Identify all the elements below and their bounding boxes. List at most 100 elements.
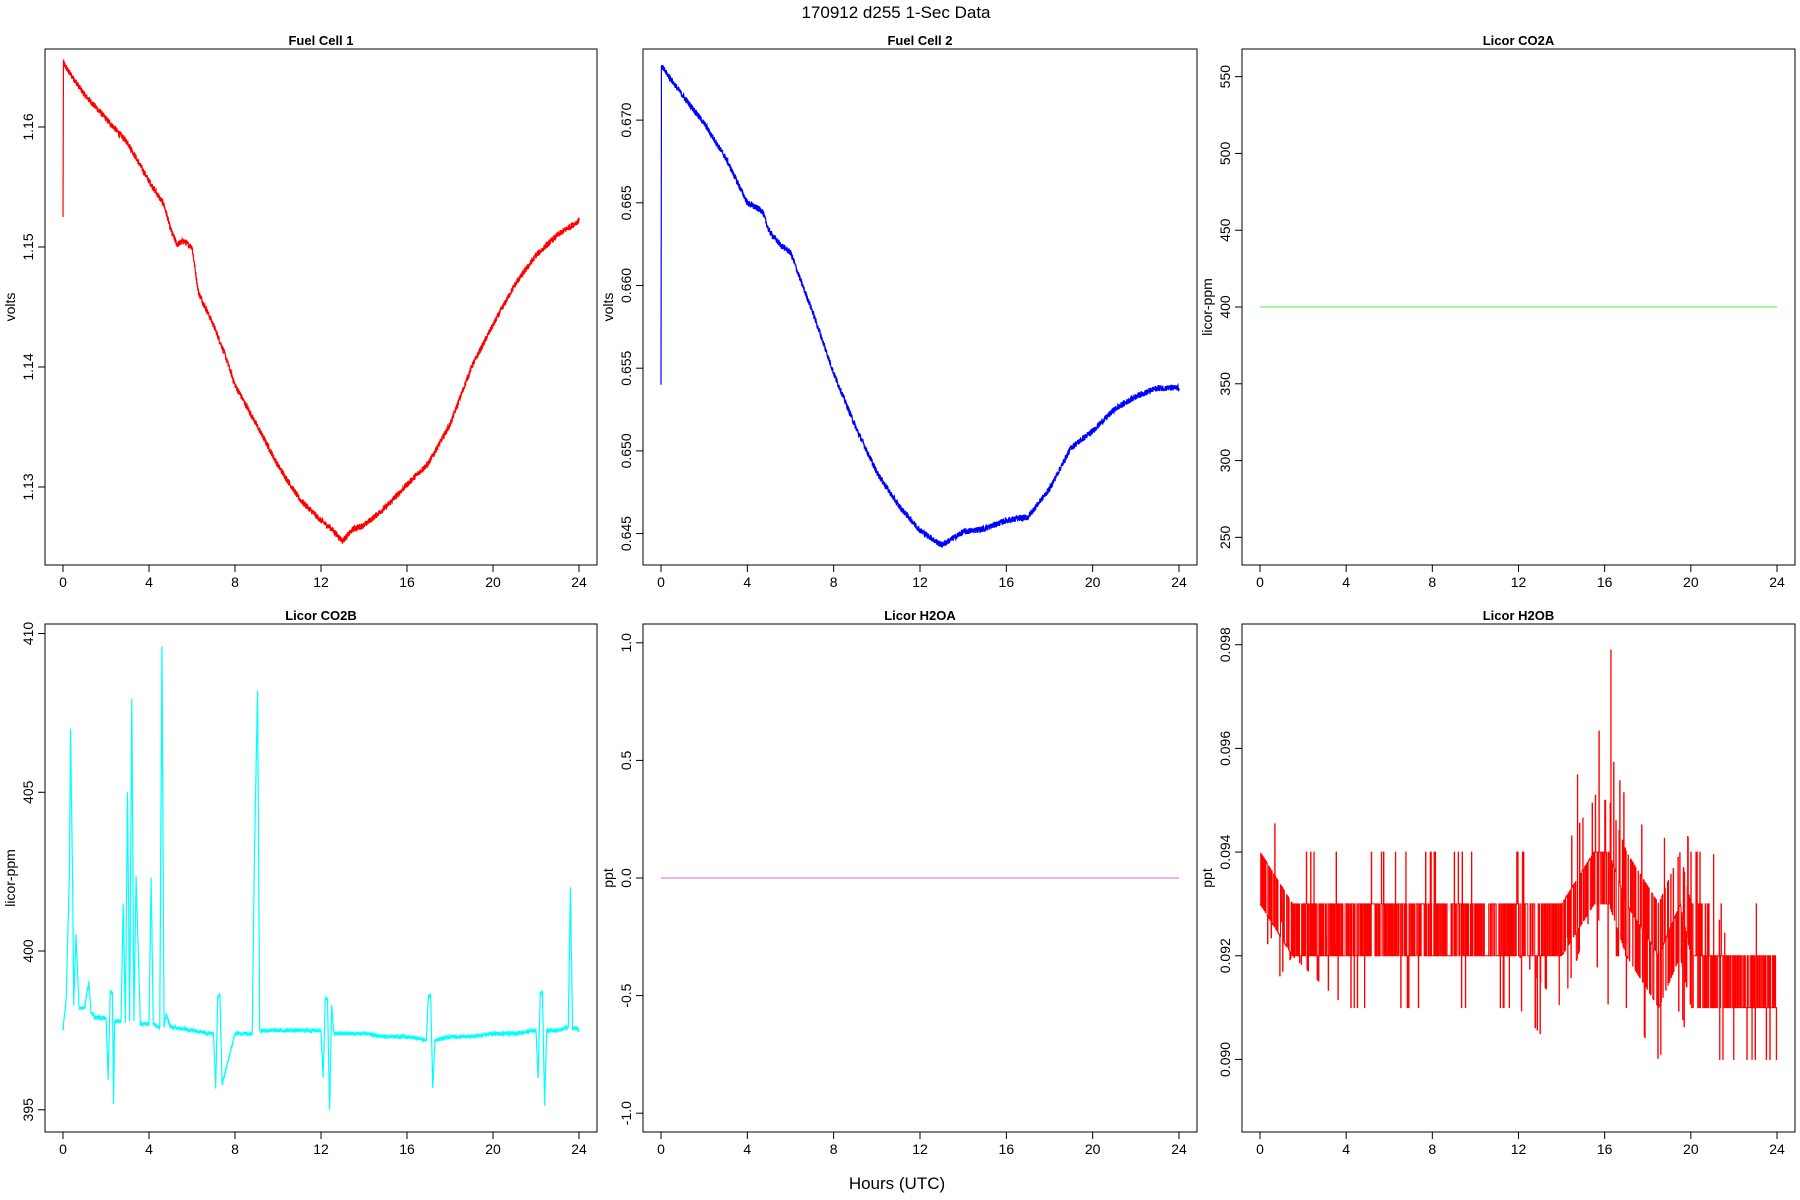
y-tick-label: -1.0 xyxy=(618,1101,634,1125)
y-tick-label: 0.094 xyxy=(1217,834,1233,869)
y-tick-label: 0.5 xyxy=(618,750,634,770)
y-tick-label: 0.096 xyxy=(1217,731,1233,766)
y-axis-label: ppt xyxy=(1199,868,1215,888)
x-tick-label: 20 xyxy=(1683,1141,1699,1157)
panel-title: Licor CO2B xyxy=(285,608,357,623)
y-tick-label: 350 xyxy=(1217,372,1233,396)
panel-licor-co2b: Licor CO2B licor-ppm 0 4 8 12 16 20 24 395 400 405 4… xyxy=(2,608,598,1157)
x-tick-label: 8 xyxy=(231,1141,239,1157)
x-tick-label: 16 xyxy=(1597,1141,1613,1157)
panel-title: Licor CO2A xyxy=(1483,33,1555,48)
x-tick-label: 20 xyxy=(485,1141,501,1157)
y-tick-label: 300 xyxy=(1217,449,1233,473)
x-tick-label: 0 xyxy=(657,574,665,590)
plot-frame xyxy=(642,48,1198,566)
x-tick-label: 8 xyxy=(830,574,838,590)
x-tick-label: 4 xyxy=(145,1141,153,1157)
x-tick-label: 8 xyxy=(1428,574,1436,590)
panel-licor-co2a: Licor CO2A licor-ppm 0 4 8 12 16 20 24 250 300 350 4… xyxy=(1199,33,1796,590)
y-tick-label: 395 xyxy=(20,1098,36,1122)
x-tick-label: 4 xyxy=(145,574,153,590)
x-tick-label: 8 xyxy=(830,1141,838,1157)
panel-title: Licor H2OB xyxy=(1483,608,1555,623)
panel-title: Fuel Cell 1 xyxy=(288,33,353,48)
x-tick-label: 16 xyxy=(399,1141,415,1157)
y-tick-label: 405 xyxy=(20,780,36,804)
panel-licor-h2ob: Licor H2OB ppt 0 4 8 12 16 20 24 0.090 0.092 0.094 0… xyxy=(1199,608,1796,1157)
y-tick-label: 1.15 xyxy=(20,233,36,260)
y-tick-label: 0.650 xyxy=(618,433,634,468)
y-tick-label: 0.0 xyxy=(618,868,634,888)
x-tick-label: 12 xyxy=(912,1141,928,1157)
x-tick-label: 8 xyxy=(1428,1141,1436,1157)
x-tick-label: 24 xyxy=(1769,574,1785,590)
x-tick-label: 8 xyxy=(231,574,239,590)
y-tick-label: 450 xyxy=(1217,218,1233,242)
x-tick-label: 16 xyxy=(1597,574,1613,590)
y-tick-label: 1.0 xyxy=(618,633,634,653)
y-tick-label: 410 xyxy=(20,622,36,646)
panel-licor-h2oa: Licor H2OA ppt 0 4 8 12 16 20 24 -1.0 -0.5 0.0 0.5 1.… xyxy=(600,608,1198,1157)
y-axis-label: volts xyxy=(2,293,18,322)
y-tick-label: 0.665 xyxy=(618,185,634,220)
x-tick-label: 12 xyxy=(313,1141,329,1157)
y-tick-label: 1.13 xyxy=(20,473,36,500)
series-line xyxy=(62,59,580,544)
plot-frame xyxy=(44,48,598,566)
series-line xyxy=(62,646,580,1110)
x-tick-label: 24 xyxy=(1171,1141,1187,1157)
panel-title: Fuel Cell 2 xyxy=(887,33,952,48)
x-tick-label: 20 xyxy=(485,574,501,590)
figure-title: 170912 d255 1-Sec Data xyxy=(801,3,991,22)
panel-fuel-cell-1: Fuel Cell 1 volts 0 4 8 12 16 20 24 1.13 1.14 1.15 1… xyxy=(2,33,598,590)
x-tick-label: 16 xyxy=(999,574,1015,590)
y-tick-label: 0.090 xyxy=(1217,1042,1233,1077)
y-tick-label: 0.092 xyxy=(1217,938,1233,973)
x-tick-label: 12 xyxy=(912,574,928,590)
y-axis-label: ppt xyxy=(600,868,616,888)
y-tick-label: 0.655 xyxy=(618,350,634,385)
y-axis-label: volts xyxy=(600,293,616,322)
x-tick-label: 20 xyxy=(1085,1141,1101,1157)
series-line xyxy=(660,64,1180,548)
x-tick-label: 12 xyxy=(1511,574,1527,590)
x-tick-label: 12 xyxy=(313,574,329,590)
y-tick-label: 400 xyxy=(20,939,36,963)
x-tick-label: 24 xyxy=(571,1141,587,1157)
y-axis-label: licor-ppm xyxy=(1199,278,1215,336)
x-tick-label: 16 xyxy=(399,574,415,590)
y-tick-label: 250 xyxy=(1217,525,1233,549)
y-tick-label: 0.645 xyxy=(618,516,634,551)
x-tick-label: 4 xyxy=(743,1141,751,1157)
x-tick-label: 12 xyxy=(1511,1141,1527,1157)
x-tick-label: 24 xyxy=(1769,1141,1785,1157)
panel-fuel-cell-2: Fuel Cell 2 volts 0 4 8 12 16 20 24 0.645 0.650 0.6… xyxy=(600,33,1198,590)
series-line xyxy=(1259,649,1778,1060)
y-axis-label: licor-ppm xyxy=(2,849,18,907)
x-tick-label: 0 xyxy=(1256,574,1264,590)
y-tick-label: 550 xyxy=(1217,65,1233,89)
x-tick-label: 4 xyxy=(743,574,751,590)
x-tick-label: 0 xyxy=(657,1141,665,1157)
y-tick-label: 0.670 xyxy=(618,102,634,137)
x-tick-label: 4 xyxy=(1342,574,1350,590)
x-tick-label: 24 xyxy=(571,574,587,590)
y-tick-label: 0.660 xyxy=(618,268,634,303)
x-tick-label: 0 xyxy=(1256,1141,1264,1157)
figure-x-axis-label: Hours (UTC) xyxy=(849,1174,945,1193)
y-tick-label: 500 xyxy=(1217,142,1233,166)
y-tick-label: 1.16 xyxy=(20,113,36,140)
y-tick-label: 400 xyxy=(1217,295,1233,319)
x-tick-label: 4 xyxy=(1342,1141,1350,1157)
y-tick-label: 0.098 xyxy=(1217,627,1233,662)
x-tick-label: 24 xyxy=(1171,574,1187,590)
y-tick-label: 1.14 xyxy=(20,353,36,380)
panels-grid: Fuel Cell 1 volts 0 4 8 12 16 20 24 1.13 1.14 1.15 1… xyxy=(2,33,1796,1157)
x-tick-label: 16 xyxy=(999,1141,1015,1157)
x-tick-label: 0 xyxy=(59,574,67,590)
panel-title: Licor H2OA xyxy=(884,608,956,623)
x-tick-label: 0 xyxy=(59,1141,67,1157)
y-tick-label: -0.5 xyxy=(618,983,634,1007)
x-tick-label: 20 xyxy=(1085,574,1101,590)
